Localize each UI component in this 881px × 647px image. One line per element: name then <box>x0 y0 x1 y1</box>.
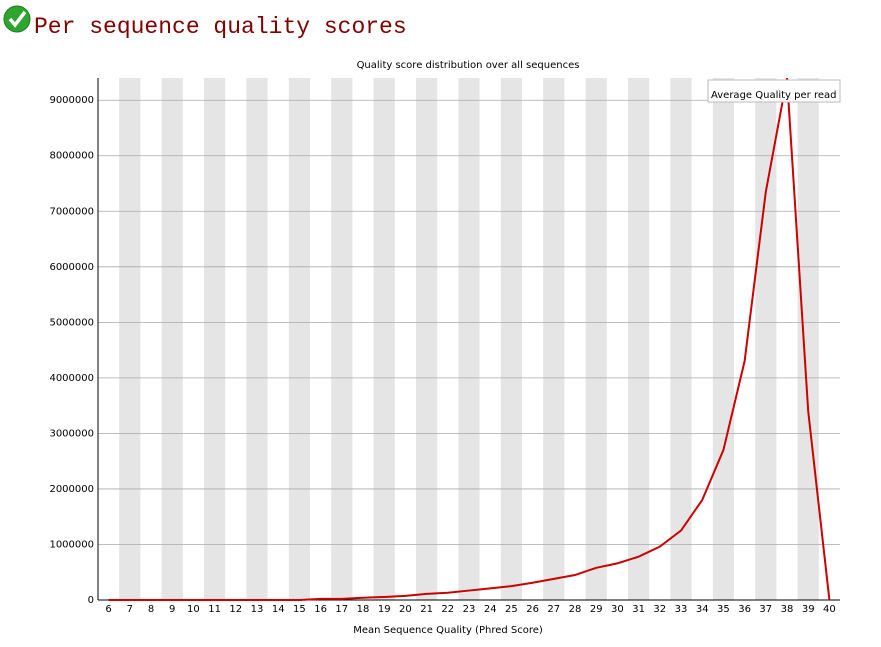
x-tick-label: 14 <box>272 604 285 615</box>
band <box>712 78 734 600</box>
y-tick-label: 7000000 <box>49 206 94 217</box>
band <box>161 78 183 600</box>
x-tick-label: 37 <box>759 604 772 615</box>
x-tick-label: 13 <box>251 604 264 615</box>
band <box>246 78 268 600</box>
x-axis-label: Mean Sequence Quality (Phred Score) <box>353 625 543 636</box>
band <box>543 78 565 600</box>
y-tick-label: 9000000 <box>49 95 94 106</box>
x-tick-label: 10 <box>187 604 200 615</box>
x-tick-label: 11 <box>208 604 221 615</box>
x-tick-label: 22 <box>441 604 454 615</box>
band <box>755 78 777 600</box>
x-tick-label: 40 <box>823 604 836 615</box>
x-tick-label: 25 <box>505 604 518 615</box>
x-tick-label: 32 <box>653 604 666 615</box>
band <box>797 78 819 600</box>
y-tick-label: 5000000 <box>49 317 94 328</box>
x-tick-label: 20 <box>399 604 412 615</box>
x-tick-label: 34 <box>696 604 709 615</box>
x-tick-label: 6 <box>105 604 111 615</box>
x-tick-label: 15 <box>293 604 306 615</box>
band <box>670 78 692 600</box>
x-tick-label: 12 <box>229 604 242 615</box>
x-tick-label: 33 <box>675 604 688 615</box>
x-tick-label: 21 <box>420 604 433 615</box>
x-tick-label: 17 <box>335 604 348 615</box>
status-icon <box>3 5 31 33</box>
y-tick-label: 1000000 <box>49 539 94 550</box>
x-tick-label: 36 <box>738 604 751 615</box>
y-tick-label: 8000000 <box>49 151 94 162</box>
x-tick-label: 16 <box>314 604 327 615</box>
x-tick-label: 24 <box>484 604 497 615</box>
y-tick-label: 0 <box>88 595 94 606</box>
page-title: Per sequence quality scores <box>34 14 407 40</box>
band <box>585 78 607 600</box>
band <box>416 78 438 600</box>
x-tick-label: 30 <box>611 604 624 615</box>
x-tick-label: 18 <box>357 604 370 615</box>
x-tick-label: 23 <box>463 604 476 615</box>
band <box>204 78 226 600</box>
band <box>500 78 522 600</box>
y-tick-label: 6000000 <box>49 262 94 273</box>
x-tick-label: 19 <box>378 604 391 615</box>
x-tick-label: 39 <box>802 604 815 615</box>
x-tick-label: 27 <box>547 604 560 615</box>
band <box>373 78 395 600</box>
x-tick-label: 7 <box>127 604 133 615</box>
band <box>628 78 650 600</box>
band <box>458 78 480 600</box>
band <box>119 78 141 600</box>
x-tick-label: 8 <box>148 604 154 615</box>
x-tick-label: 26 <box>526 604 539 615</box>
x-tick-label: 35 <box>717 604 730 615</box>
y-tick-label: 3000000 <box>49 428 94 439</box>
x-tick-label: 29 <box>590 604 603 615</box>
x-tick-label: 38 <box>781 604 794 615</box>
y-tick-label: 4000000 <box>49 373 94 384</box>
x-tick-label: 31 <box>632 604 645 615</box>
legend-box <box>707 79 841 103</box>
band <box>331 78 353 600</box>
data-line <box>108 78 831 601</box>
legend-entry: Average Quality per read <box>711 90 836 101</box>
y-tick-label: 2000000 <box>49 484 94 495</box>
band <box>288 78 310 600</box>
x-tick-label: 28 <box>569 604 582 615</box>
x-tick-label: 9 <box>169 604 175 615</box>
chart-subtitle: Quality score distribution over all sequ… <box>357 60 580 71</box>
